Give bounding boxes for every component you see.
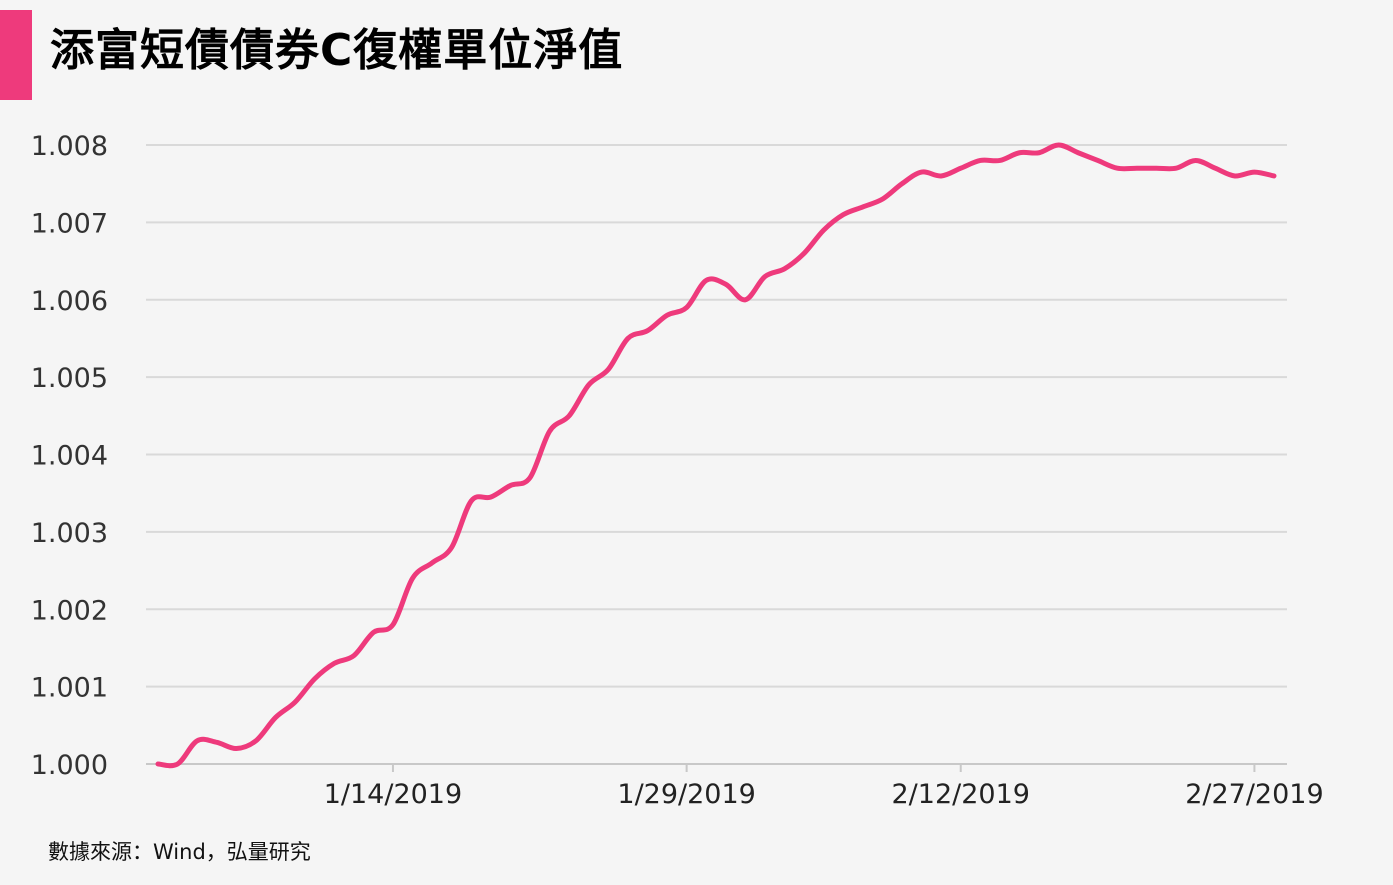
data-point bbox=[253, 738, 258, 743]
data-point bbox=[1095, 158, 1100, 163]
gridlines bbox=[146, 144, 1287, 765]
y-tick-label: 1.002 bbox=[31, 595, 108, 626]
data-point bbox=[567, 413, 572, 418]
data-point bbox=[390, 622, 395, 627]
y-tick-label: 1.007 bbox=[31, 208, 108, 239]
x-tick-label: 2/27/2019 bbox=[1185, 779, 1323, 810]
y-tick-label: 1.006 bbox=[31, 286, 108, 317]
data-point bbox=[175, 762, 180, 767]
data-point bbox=[410, 576, 415, 581]
data-point bbox=[958, 166, 963, 171]
chart-title: 添富短債債券C復權單位淨值 bbox=[50, 25, 624, 76]
data-point bbox=[782, 266, 787, 271]
data-point bbox=[860, 204, 865, 209]
data-point bbox=[762, 274, 767, 279]
data-point bbox=[1076, 150, 1081, 155]
data-point bbox=[997, 158, 1002, 163]
series-layer bbox=[155, 142, 1277, 769]
data-point bbox=[723, 282, 728, 287]
data-point bbox=[234, 746, 239, 751]
data-point bbox=[841, 212, 846, 217]
data-point bbox=[1213, 166, 1218, 171]
data-point bbox=[743, 297, 748, 302]
data-point bbox=[293, 700, 298, 705]
data-point bbox=[684, 305, 689, 310]
data-point bbox=[449, 545, 454, 550]
data-point bbox=[880, 197, 885, 202]
data-point bbox=[1017, 150, 1022, 155]
data-point bbox=[273, 715, 278, 720]
source-note: 數據來源：Wind，弘量研究 bbox=[48, 840, 311, 864]
data-point bbox=[1154, 166, 1159, 171]
data-point bbox=[332, 661, 337, 666]
y-tick-label: 1.000 bbox=[31, 750, 108, 781]
data-point bbox=[312, 676, 317, 681]
y-tick-label: 1.005 bbox=[31, 363, 108, 394]
data-point bbox=[919, 170, 924, 175]
data-point bbox=[665, 313, 670, 318]
data-point bbox=[1193, 158, 1198, 163]
data-point bbox=[547, 429, 552, 434]
x-tick-label: 2/12/2019 bbox=[892, 779, 1030, 810]
title-accent-bar bbox=[0, 10, 32, 100]
data-point bbox=[1252, 170, 1257, 175]
y-tick-label: 1.003 bbox=[31, 518, 108, 549]
data-point bbox=[802, 251, 807, 256]
data-point bbox=[939, 173, 944, 178]
data-point bbox=[900, 181, 905, 186]
data-point bbox=[430, 560, 435, 565]
data-point bbox=[821, 228, 826, 233]
data-point bbox=[704, 278, 709, 283]
data-point bbox=[586, 382, 591, 387]
data-point bbox=[1174, 166, 1179, 171]
y-tick-label: 1.001 bbox=[31, 673, 108, 704]
data-point bbox=[351, 653, 356, 658]
y-tick-label: 1.008 bbox=[31, 131, 108, 162]
data-point bbox=[606, 367, 611, 372]
data-point bbox=[195, 738, 200, 743]
y-axis-ticks: 1.000 1.001 1.002 1.003 1.004 1.005 1.006 1.007… bbox=[31, 131, 108, 781]
data-point bbox=[645, 328, 650, 333]
y-tick-label: 1.004 bbox=[31, 441, 108, 472]
data-point bbox=[214, 740, 219, 745]
data-point bbox=[1134, 166, 1139, 171]
x-tick-label: 1/14/2019 bbox=[324, 779, 462, 810]
data-point bbox=[469, 498, 474, 503]
data-point bbox=[1272, 173, 1277, 178]
data-point bbox=[1115, 166, 1120, 171]
data-point bbox=[978, 158, 983, 163]
data-point bbox=[508, 483, 513, 488]
data-point bbox=[1037, 150, 1042, 155]
data-point bbox=[1056, 143, 1061, 148]
data-point bbox=[488, 495, 493, 500]
data-point bbox=[625, 336, 630, 341]
x-tick-label: 1/29/2019 bbox=[617, 779, 755, 810]
series-line bbox=[155, 142, 1277, 769]
data-point bbox=[371, 630, 376, 635]
data-point bbox=[1232, 173, 1237, 178]
data-point bbox=[156, 762, 161, 767]
x-axis-ticks: 1/14/2019 1/29/2019 2/12/2019 2/27/2019 bbox=[324, 764, 1324, 810]
data-point bbox=[528, 475, 533, 480]
